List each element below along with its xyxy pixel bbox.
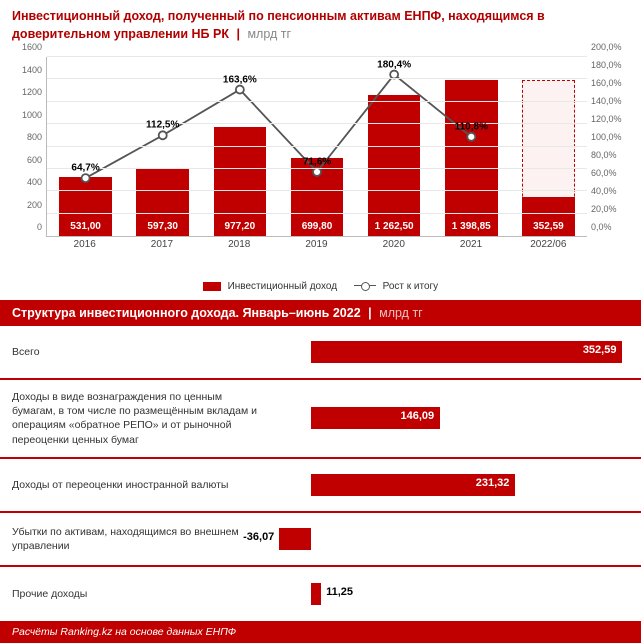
hbar-zone: 231,32	[267, 474, 629, 496]
footer: Расчёты Ranking.kz на основе данных ЕНПФ	[0, 621, 641, 643]
line-point-label: 71,6%	[303, 157, 331, 168]
x-label: 2017	[123, 239, 200, 250]
bar-slot: 531,00	[47, 57, 124, 236]
bar-value-label: 699,80	[302, 221, 333, 236]
line-point-label: 64,7%	[71, 163, 99, 174]
hbar-value: 146,09	[400, 410, 440, 422]
hbar-row: Убытки по активам, находящимся во внешне…	[0, 513, 641, 567]
legend-bar-swatch	[203, 282, 221, 291]
x-label: 2019	[278, 239, 355, 250]
bar-slot: 1 398,85	[433, 57, 510, 236]
plot-area: 531,00 597,30 977,20 699,80 1 262,50 1 398,85…	[46, 57, 587, 237]
root: Инвестиционный доход, полученный по пенс…	[0, 0, 641, 643]
combo-chart: 02004006008001000120014001600 0,0%20,0%4…	[10, 57, 631, 277]
hbar-label: Убытки по активам, находящимся во внешне…	[12, 525, 267, 553]
legend: Инвестиционный доход Рост к итогу	[0, 277, 641, 300]
y-axis-right: 0,0%20,0%40,0%60,0%80,0%100,0%120,0%140,…	[591, 57, 631, 237]
section2-title: Структура инвестиционного дохода. Январь…	[12, 306, 361, 320]
x-label: 2016	[46, 239, 123, 250]
hbar-zone: 11,25	[267, 583, 629, 605]
bar: 1 262,50	[368, 95, 420, 236]
hbar-label: Доходы от переоценки иностранной валюты	[12, 478, 267, 492]
hbar-zone: -36,07	[267, 528, 629, 550]
hbar-value: 352,59	[583, 344, 623, 356]
bar-value-label: 531,00	[70, 221, 101, 236]
x-label: 2018	[201, 239, 278, 250]
bar-slot: 1 262,50	[356, 57, 433, 236]
line-point-label: 110,8%	[455, 121, 488, 132]
bar-value-label: 352,59	[533, 221, 564, 236]
hbar-label: Прочие доходы	[12, 587, 267, 601]
hbar	[279, 528, 311, 550]
hbar	[311, 583, 321, 605]
x-label: 2022/06	[510, 239, 587, 250]
bar: 699,80	[291, 158, 343, 236]
hbar-label: Доходы в виде вознаграждения по ценным б…	[12, 390, 267, 447]
hbar-row: Прочие доходы 11,25	[0, 567, 641, 621]
chart-title: Инвестиционный доход, полученный по пенс…	[0, 0, 641, 51]
hbar-row: Доходы в виде вознаграждения по ценным б…	[0, 380, 641, 459]
bar-value-label: 1 262,50	[375, 221, 414, 236]
bar: 531,00	[59, 177, 111, 236]
x-label: 2021	[432, 239, 509, 250]
bar: 597,30	[136, 169, 188, 236]
footer-text: Расчёты Ranking.kz на основе данных ЕНПФ	[12, 626, 236, 638]
bar-slot: 352,59	[510, 57, 587, 236]
y-axis-left: 02004006008001000120014001600	[10, 57, 42, 237]
hbar-label: Всего	[12, 345, 267, 359]
hbar-zone: 352,59	[267, 341, 629, 363]
bar-value-label: 1 398,85	[452, 221, 491, 236]
bar-value-label: 597,30	[147, 221, 178, 236]
bar-value-label: 977,20	[225, 221, 256, 236]
hbar-row: Всего 352,59	[0, 326, 641, 380]
x-label: 2020	[355, 239, 432, 250]
section2-header: Структура инвестиционного дохода. Январь…	[0, 300, 641, 326]
hbar-row: Доходы от переоценки иностранной валюты 2…	[0, 459, 641, 513]
hbar-zone: 146,09	[267, 407, 629, 429]
bar: 352,59	[522, 197, 574, 236]
legend-line-label: Рост к итогу	[383, 281, 439, 292]
legend-bar-label: Инвестиционный доход	[228, 281, 337, 292]
hbar-value: 11,25	[321, 586, 353, 598]
hbar-value: -36,07	[243, 531, 279, 543]
bar-slot: 597,30	[124, 57, 201, 236]
bar-slot: 699,80	[278, 57, 355, 236]
bars-group: 531,00 597,30 977,20 699,80 1 262,50 1 398,85…	[47, 57, 587, 236]
hbar	[311, 341, 622, 363]
hbar-value: 231,32	[476, 477, 516, 489]
section2-unit: млрд тг	[379, 306, 423, 320]
line-point-label: 163,6%	[223, 74, 257, 85]
legend-line-swatch	[354, 281, 376, 291]
line-point-label: 180,4%	[377, 59, 411, 70]
x-axis: 2016201720182019202020212022/06	[46, 239, 587, 250]
title-unit: млрд тг	[247, 27, 291, 41]
line-point-label: 112,5%	[146, 120, 179, 131]
bar: 977,20	[214, 127, 266, 236]
hbar-rows: Всего 352,59 Доходы в виде вознаграждения …	[0, 326, 641, 621]
